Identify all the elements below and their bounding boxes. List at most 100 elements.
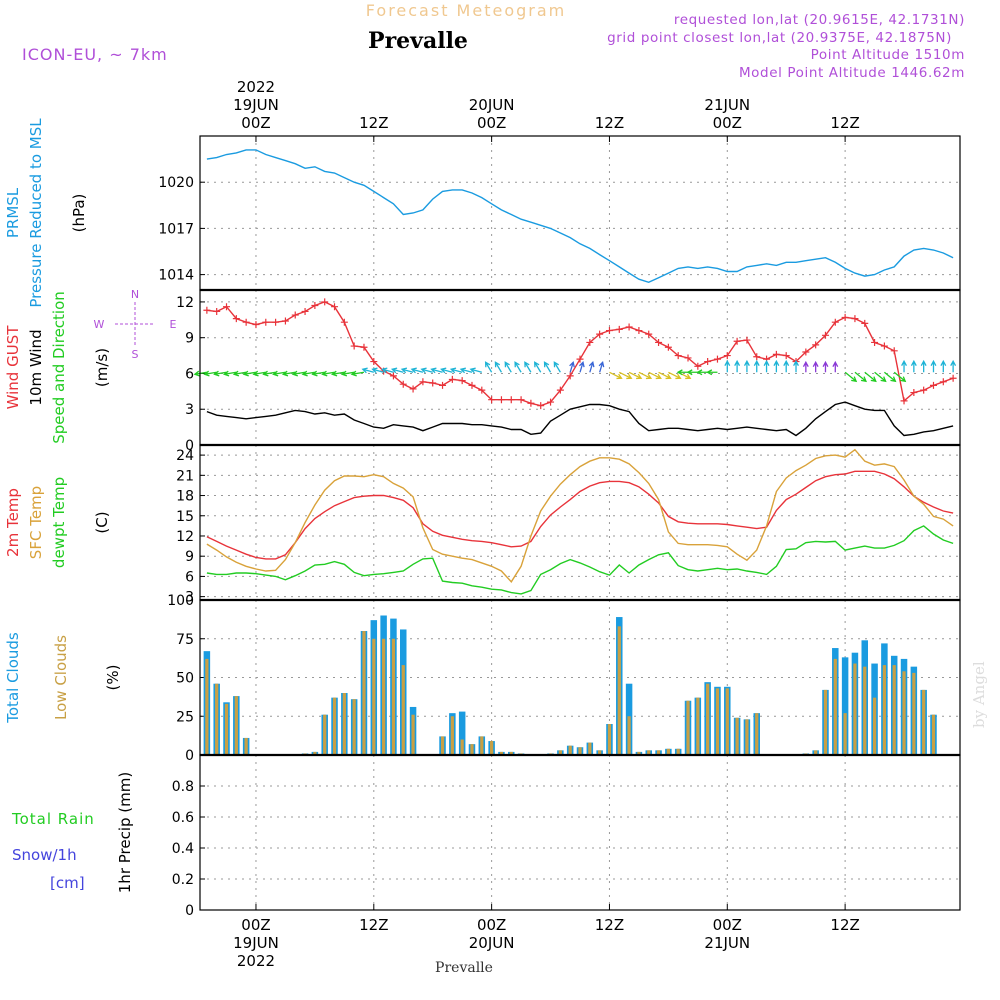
gust-marker [625, 323, 633, 331]
bottom-time-label: 00Z [477, 916, 506, 934]
low-cloud-bar [391, 638, 396, 755]
top-time-label: 19JUN [233, 96, 279, 114]
compass-letter: W [94, 318, 105, 331]
pressure-line [206, 149, 954, 284]
gust-marker [664, 343, 672, 351]
low-cloud-bar [666, 748, 670, 755]
wind-arrow [494, 361, 503, 373]
wind-arrow [381, 367, 394, 374]
wind-arrow [410, 367, 424, 374]
gust-marker [252, 321, 260, 329]
wind-arrow [469, 367, 482, 374]
gust-marker [478, 386, 486, 394]
y-axis-label: 1hr Precip (mm) [116, 772, 134, 893]
low-cloud-bar [558, 750, 562, 755]
gust-marker [331, 303, 339, 311]
low-cloud-bar [362, 631, 366, 755]
low-cloud-bar [686, 700, 690, 755]
wind-arrow [598, 360, 605, 373]
gust-marker [232, 315, 240, 323]
bottom-time-label: 12Z [595, 916, 624, 934]
gust-marker [458, 377, 466, 385]
wind-arrow [390, 367, 404, 374]
gust-marker [821, 331, 829, 339]
gust-marker [733, 337, 741, 345]
low-cloud-bar [607, 724, 612, 755]
clouds-panel: 0 25 50 75 100 Total Clouds Low Clouds (%) [4, 593, 961, 764]
compass-letter: N [131, 288, 139, 301]
wind-arrow [901, 359, 907, 373]
gust-marker [880, 342, 888, 350]
wind-arrow [524, 361, 532, 373]
total-cloud-bar [458, 711, 466, 755]
low-cloud-bar [892, 665, 896, 755]
wind-arrow [676, 369, 689, 376]
wind-arrow [844, 371, 858, 383]
low-cloud-bar [234, 696, 238, 755]
wind-arrow [648, 371, 662, 380]
wind-arrow [668, 371, 682, 380]
unit-label: (hPa) [70, 194, 88, 233]
low-cloud-bar [578, 747, 582, 755]
y-tick-label: 0.4 [172, 841, 194, 857]
y-tick-label: 0.2 [172, 872, 194, 888]
gust-marker [949, 374, 957, 382]
low-cloud-bar [853, 663, 857, 755]
low-cloud-bar [647, 750, 651, 755]
wind-arrow [706, 369, 718, 376]
bottom-time-label: 21JUN [704, 934, 750, 952]
wind-arrow [812, 360, 819, 373]
low-cloud-bar [313, 751, 317, 755]
low-cloud-bar [617, 626, 621, 755]
low-cloud-bar [823, 689, 828, 755]
gust-marker [419, 378, 427, 386]
top-time-label: 00Z [713, 114, 742, 132]
compass-rose: N S W E [94, 288, 177, 361]
y-tick-label: 12 [176, 529, 194, 545]
gust-marker [291, 311, 299, 319]
low-cloud-bar [352, 699, 356, 755]
wind-arrow [534, 361, 542, 373]
gust-marker [399, 380, 407, 388]
low-cloud-bar [382, 638, 386, 755]
y-tick-label: 15 [176, 509, 194, 525]
y-axis-label: PRMSL [4, 187, 22, 238]
top-time-label: 12Z [359, 114, 388, 132]
y-tick-label: 18 [176, 489, 194, 505]
gust-marker [350, 342, 358, 350]
top-time-label: 12Z [830, 114, 859, 132]
low-cloud-bar [656, 750, 661, 755]
requested-coords: requested lon,lat (20.9615E, 42.1731N) [674, 12, 965, 28]
unit-label: (C) [93, 511, 111, 533]
low-cloud-bar [833, 658, 837, 755]
low-cloud-bar [882, 665, 886, 755]
y-axis-label: Wind GUST [4, 325, 22, 410]
y-tick-label: 21 [176, 468, 194, 484]
wind-arrow [222, 370, 237, 377]
low-cloud-bar [902, 671, 906, 755]
gust-marker [723, 352, 731, 360]
gust-marker [566, 372, 574, 380]
top-time-label: 20JUN [469, 96, 515, 114]
y-tick-label: 25 [176, 709, 194, 725]
gust-marker [301, 307, 309, 315]
low-cloud-bar [411, 714, 415, 755]
wind-arrow [361, 367, 374, 374]
wind-arrow [569, 360, 575, 373]
gust-marker [537, 402, 545, 410]
unit-label: (%) [104, 665, 122, 691]
wind-arrow [920, 359, 927, 373]
gust-marker [556, 386, 564, 394]
top-time-label: 00Z [241, 114, 270, 132]
credit: by Angel [970, 661, 988, 728]
point-altitude: Point Altitude 1510m [811, 47, 965, 63]
wind-arrow [262, 370, 276, 377]
gust-marker [272, 318, 280, 326]
y-tick-label: 1014 [158, 268, 194, 284]
pressure-frame [199, 135, 961, 291]
wind-line [206, 401, 954, 437]
low-cloud-bar [509, 751, 513, 755]
wind-arrow [696, 369, 708, 376]
